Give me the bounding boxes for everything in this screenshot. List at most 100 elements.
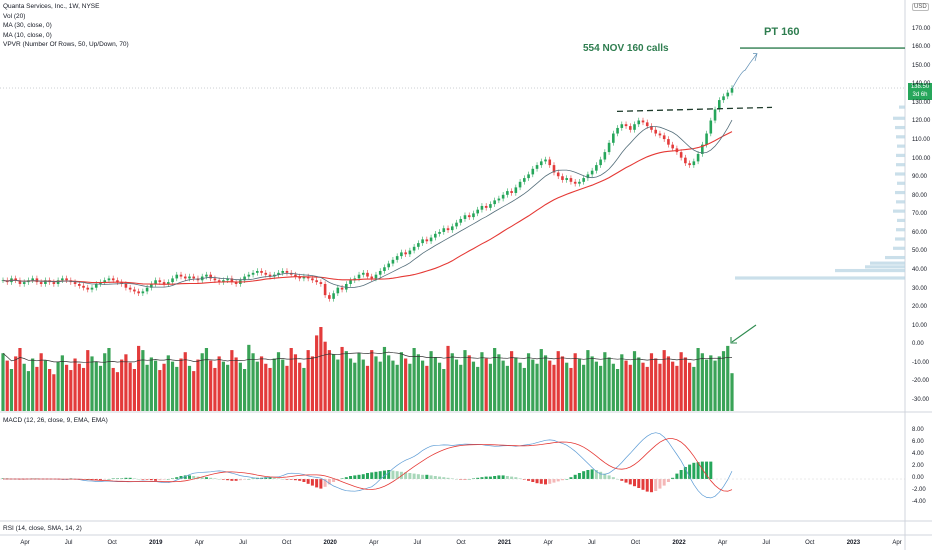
vpvr-bar: [870, 261, 905, 265]
candle-body: [518, 181, 522, 188]
macd-hist-bar: [607, 475, 611, 479]
volume-bar: [48, 369, 52, 411]
macd-tick-label: -4.00: [912, 499, 926, 505]
candle-body: [336, 287, 340, 294]
price-tick-label: -10.00: [912, 359, 930, 366]
macd-legend: MACD (12, 26, close, 9, EMA, EMA): [3, 417, 108, 424]
candle-body: [383, 267, 386, 271]
macd-tick-label: 2.00: [912, 463, 924, 469]
price-tick-label: 70.00: [912, 211, 928, 218]
macd-hist-bar: [243, 479, 247, 480]
volume-bar: [302, 367, 306, 411]
macd-hist-bar: [382, 470, 386, 479]
candle-body: [306, 276, 310, 279]
macd-hist-bar: [175, 477, 179, 479]
volume-bar: [607, 357, 611, 411]
volume-bar: [730, 373, 734, 411]
macd-hist-bar: [539, 479, 543, 484]
volume-bar: [395, 364, 399, 411]
candle-body: [39, 282, 43, 284]
volume-bar: [476, 366, 480, 411]
macd-hist-bar: [69, 478, 73, 479]
candle-body: [650, 126, 653, 130]
volume-bar: [234, 357, 238, 411]
macd-hist-bar: [493, 476, 497, 479]
macd-hist-bar: [154, 479, 158, 481]
volume-arrow: [731, 324, 757, 343]
volume-bar: [336, 359, 340, 411]
volume-bar: [170, 361, 175, 411]
volume-bar: [370, 350, 374, 411]
macd-hist-bar: [289, 479, 293, 480]
volume-bar: [124, 354, 128, 411]
macd-hist-bar: [357, 474, 361, 479]
volume-bar: [353, 362, 357, 411]
candle-body: [183, 276, 187, 279]
candle-body: [209, 274, 212, 279]
candle-body: [616, 127, 619, 134]
macd-hist-bar: [268, 477, 272, 479]
macd-hist-bar: [442, 477, 446, 479]
currency-badge[interactable]: USD: [912, 3, 929, 11]
candle-body: [82, 285, 85, 288]
price-tick-label: 150.00: [912, 62, 931, 69]
vpvr-bar: [896, 153, 905, 158]
macd-hist-bar: [332, 479, 336, 482]
macd-hist-bar: [166, 479, 170, 480]
macd-hist-bar: [649, 479, 653, 493]
macd-hist-bar: [179, 476, 183, 479]
candle-body: [264, 272, 268, 275]
volume-bar: [514, 357, 518, 411]
macd-hist-bar: [586, 470, 590, 479]
volume-bar: [565, 362, 569, 411]
candle-body: [366, 272, 369, 277]
macd-hist-bar: [505, 476, 509, 479]
macd-hist-bar: [709, 461, 713, 479]
vpvr-bar: [896, 135, 905, 139]
volume-bar: [471, 361, 476, 411]
volume-bar: [175, 366, 179, 411]
volume-bar: [31, 358, 35, 411]
macd-hist-bar: [671, 477, 675, 479]
indicator-ma30: MA (30, close, 0): [3, 22, 52, 30]
candle-body: [111, 278, 115, 281]
volume-bar: [9, 369, 14, 411]
macd-hist-bar: [421, 474, 425, 479]
candle-body: [692, 161, 696, 166]
macd-hist-bar: [633, 479, 637, 487]
volume-bar: [641, 362, 645, 411]
volume-bar: [255, 361, 259, 411]
macd-hist-bar: [455, 479, 459, 480]
macd-hist-bar: [450, 478, 454, 479]
candle-body: [133, 289, 136, 292]
candle-body: [391, 259, 395, 264]
candle-body: [217, 280, 221, 283]
macd-hist-bar: [230, 479, 234, 481]
candle-body: [357, 274, 361, 279]
volume-bar: [315, 335, 319, 411]
candle-body: [370, 276, 374, 279]
volume-bar: [382, 346, 387, 411]
macd-hist-bar: [577, 473, 581, 479]
candle-body: [31, 278, 34, 281]
last-price-value: 138.50: [910, 84, 930, 90]
macd-signal-line: [3, 438, 733, 492]
vpvr-bar: [835, 268, 905, 273]
macd-hist-bar: [569, 477, 573, 479]
volume-bar: [103, 353, 107, 411]
macd-hist-bar: [98, 479, 102, 481]
macd-hist-bar: [484, 476, 488, 479]
candle-body: [582, 178, 585, 182]
candle-body: [633, 124, 636, 130]
macd-hist-bar: [628, 479, 632, 485]
vpvr-bar: [735, 276, 905, 280]
macd-hist-bar: [204, 477, 208, 479]
candle-body: [73, 282, 77, 284]
indicator-vpvr: VPVR (Number Of Rows, 50, Up/Down, 70): [3, 41, 129, 49]
candle-body: [463, 215, 467, 219]
macd-hist-bar: [115, 478, 119, 479]
vpvr-bar: [897, 144, 905, 148]
time-tick-label: Apr: [717, 540, 728, 546]
vpvr-bar: [896, 228, 905, 232]
